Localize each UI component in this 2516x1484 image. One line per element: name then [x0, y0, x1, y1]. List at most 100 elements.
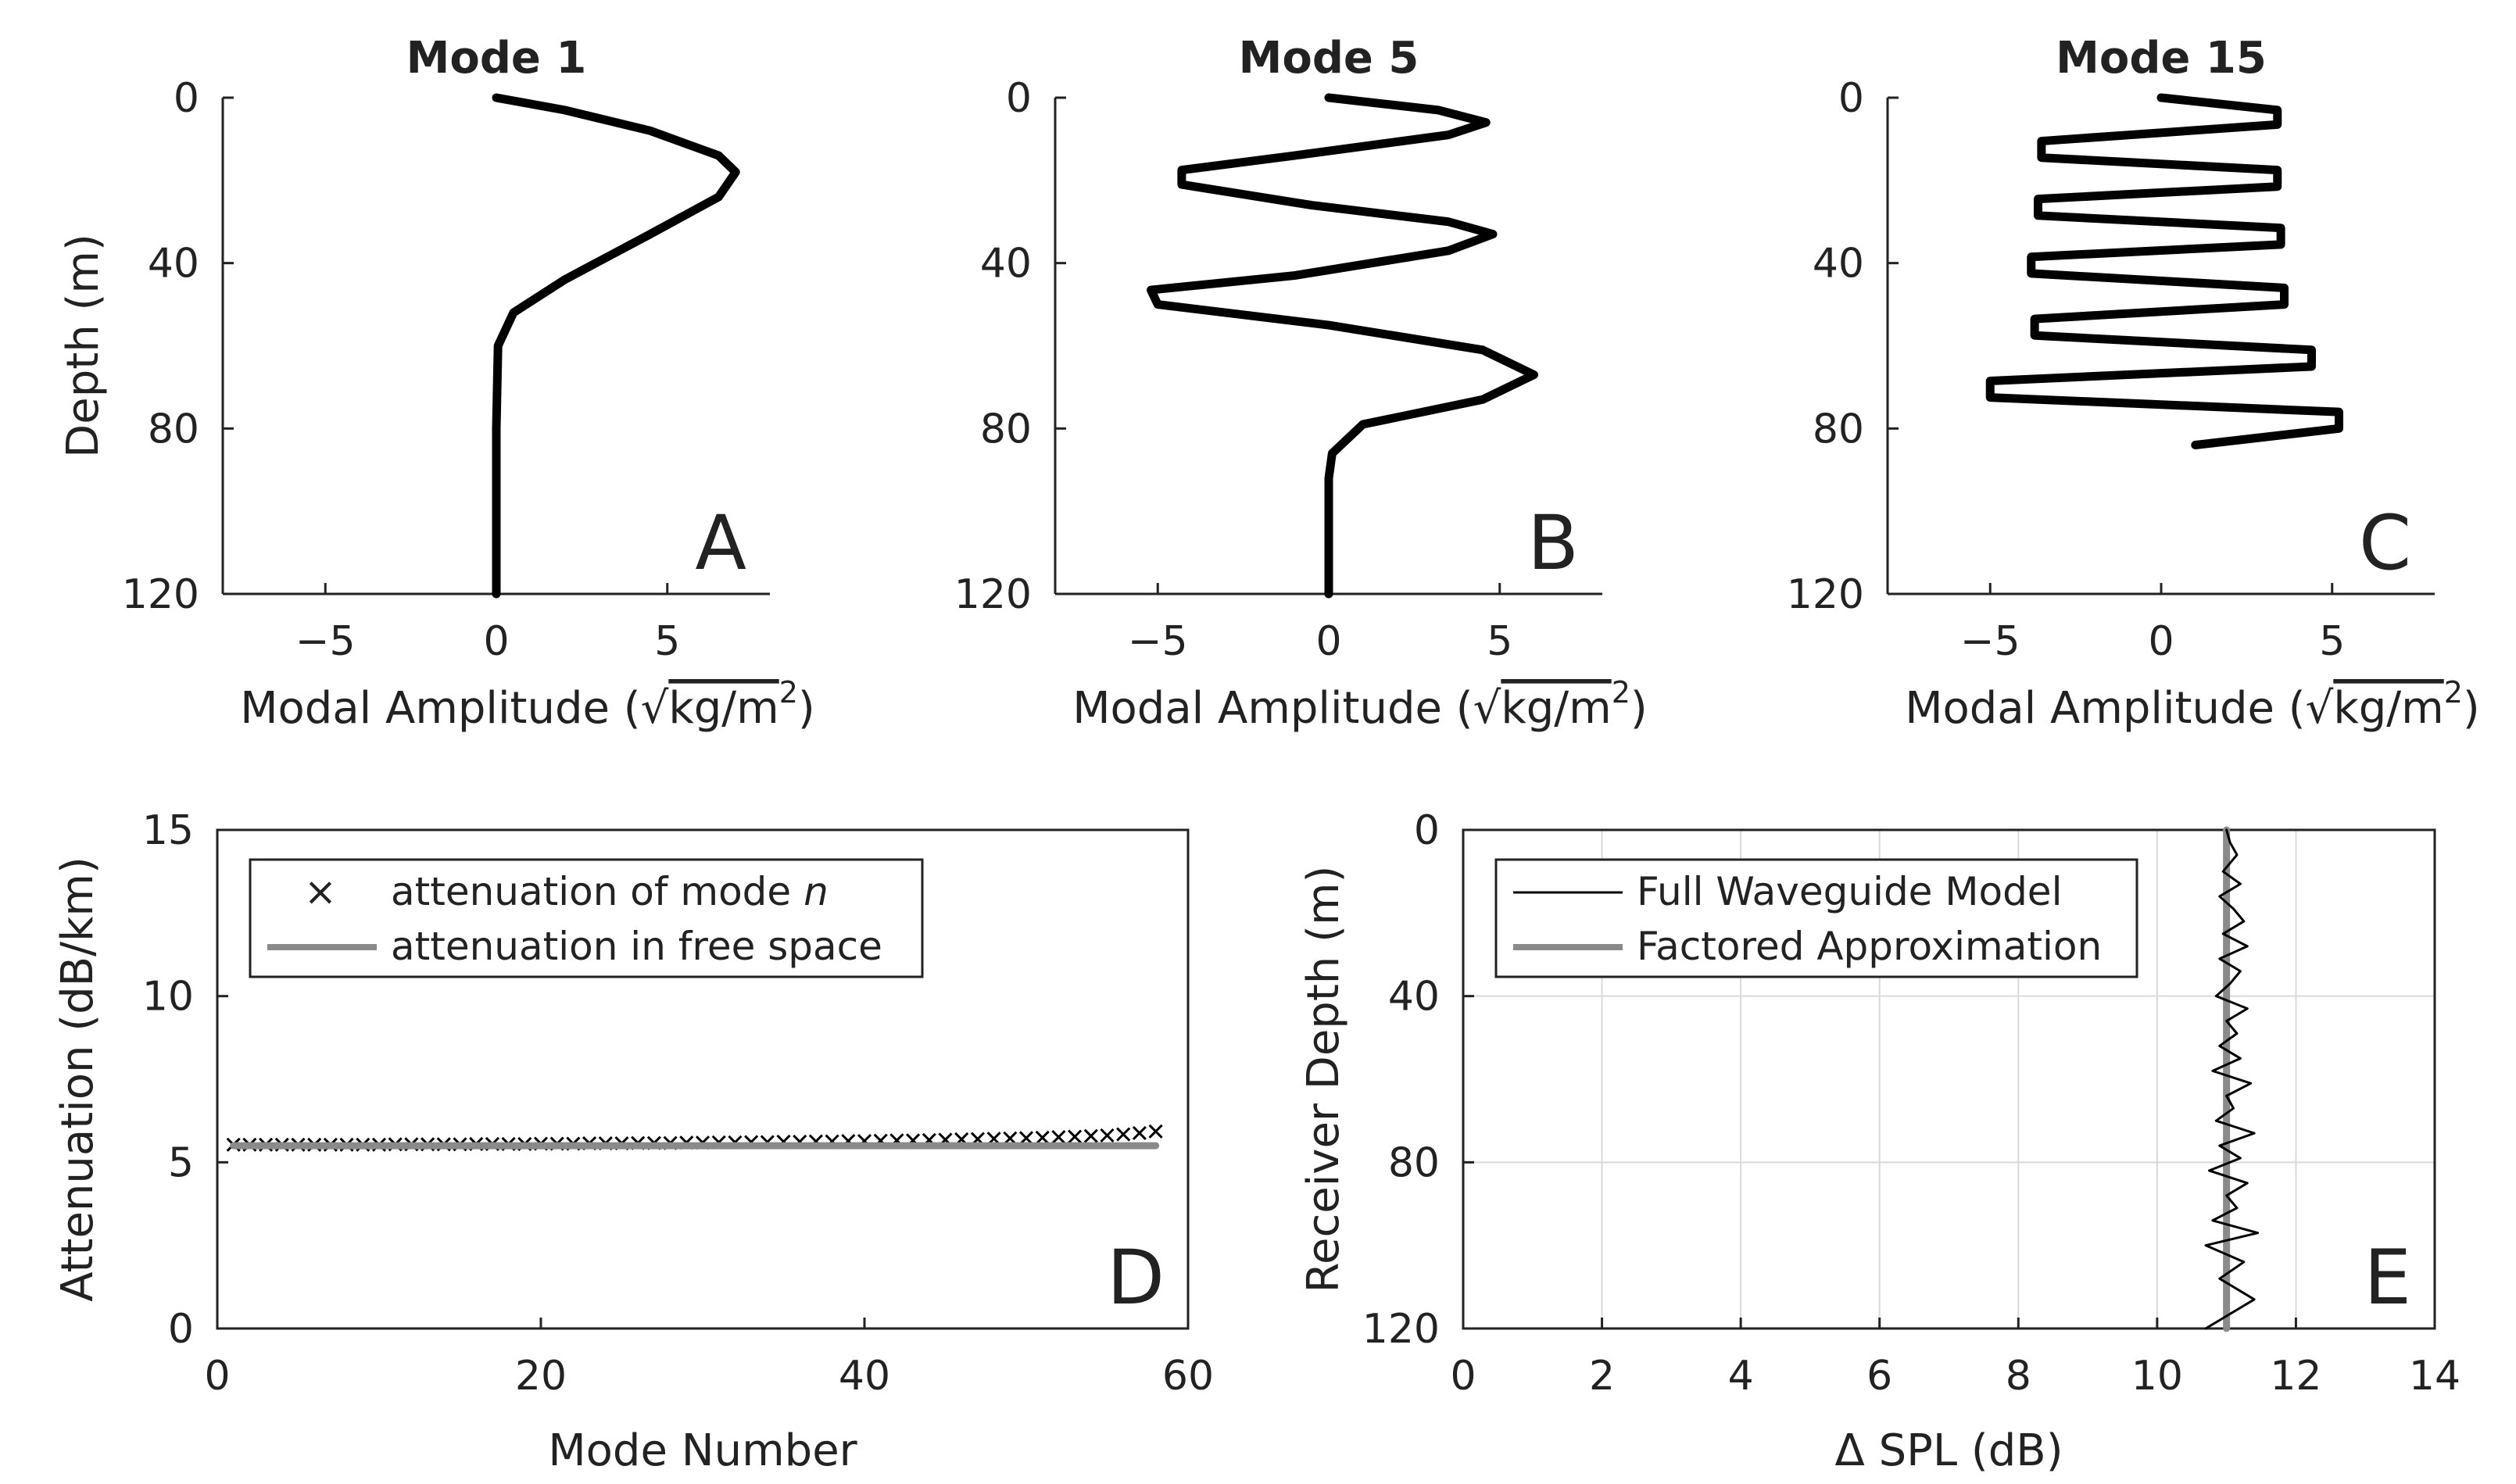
- y-tick-label: 0: [174, 75, 199, 122]
- legend-label: attenuation of mode n: [391, 869, 829, 914]
- x-label-sqrt: √: [1473, 683, 1501, 734]
- x-tick-label: −5: [1128, 618, 1188, 665]
- data-point: [1035, 1130, 1050, 1145]
- legend-label: Factored Approximation: [1637, 924, 2102, 969]
- x-axis-label: Mode Number: [548, 1425, 857, 1476]
- y-tick-label: 10: [142, 974, 194, 1021]
- series-mode-15: [1985, 93, 2343, 449]
- panel-letter: C: [2359, 499, 2411, 587]
- x-axis-label: Modal Amplitude (√kg/m2): [1072, 675, 1648, 734]
- legend-label: attenuation in free space: [391, 924, 882, 969]
- y-tick-label: 15: [142, 807, 194, 854]
- x-tick-label: 2: [1589, 1353, 1615, 1400]
- panel-title: Mode 5: [1239, 33, 1419, 84]
- series-full-waveguide-model: [2204, 828, 2260, 1330]
- x-tick-label: 40: [839, 1353, 890, 1400]
- x-label-main: Modal Amplitude (: [240, 683, 640, 734]
- y-tick-label: 120: [1787, 571, 1864, 618]
- x-label-sup: 2: [2444, 675, 2463, 710]
- y-tick-label: 120: [1362, 1306, 1440, 1353]
- y-tick-label: 5: [168, 1139, 194, 1186]
- legend-box: [249, 858, 924, 978]
- y-tick-label: 40: [980, 241, 1032, 288]
- series-mode-5: [1147, 93, 1538, 599]
- panel-letter: B: [1527, 499, 1579, 587]
- panel-letter: A: [695, 499, 746, 587]
- x-tick-label: 0: [483, 618, 509, 665]
- data-point: [1083, 1128, 1098, 1143]
- panel-d: 0 20 40 60 0 5 10 15 D Mode Number Attenuation (dB…: [52, 807, 1214, 1476]
- y-tick-label: 40: [1388, 974, 1440, 1021]
- panel-b: −5 0 5 0 40 80 120 Mode 5 B Modal Amplitude (√kg/…: [954, 33, 1648, 734]
- legend-label-italic: n: [803, 869, 829, 914]
- data-point: [1100, 1128, 1115, 1143]
- y-tick-label: 80: [980, 406, 1032, 452]
- panel-title: Mode 1: [406, 33, 587, 84]
- legend-label: Full Waveguide Model: [1637, 869, 2062, 914]
- axes-box: [1462, 828, 2436, 1330]
- legend-label-text: Full Waveguide Model: [1637, 869, 2062, 914]
- x-tick-label: 5: [2319, 618, 2345, 665]
- x-tick-label: 0: [1315, 618, 1341, 665]
- x-tick-label: 4: [1728, 1353, 1754, 1400]
- panel-letter: D: [1107, 1234, 1165, 1321]
- x-tick-label: 0: [1450, 1353, 1476, 1400]
- y-tick-label: 120: [954, 571, 1032, 618]
- x-tick-label: 5: [654, 618, 680, 665]
- x-tick-label: 8: [2006, 1353, 2031, 1400]
- x-label-sqrt: √: [2306, 683, 2334, 734]
- x-tick-label: 60: [1162, 1353, 1214, 1400]
- y-tick-label: 120: [122, 571, 199, 618]
- x-label-close: ): [2463, 683, 2480, 734]
- x-label-sup: 2: [779, 675, 798, 710]
- y-tick-label: 0: [1838, 75, 1864, 122]
- x-label-unit: kg/m: [1501, 683, 1611, 734]
- x-label-unit: kg/m: [668, 683, 778, 734]
- x-tick-label: 20: [515, 1353, 567, 1400]
- panel-a: −5 0 5 0 40 80 120 Mode 1 A Modal Amplitude (√kg/…: [58, 33, 815, 734]
- x-tick-label: 10: [2131, 1353, 2183, 1400]
- x-label-sup: 2: [1612, 675, 1630, 710]
- panel-title: Mode 15: [2056, 33, 2267, 84]
- data-point: [1068, 1129, 1083, 1144]
- x-label-main: Modal Amplitude (: [1905, 683, 2305, 734]
- x-axis-label: Modal Amplitude (√kg/m2): [240, 675, 815, 734]
- x-tick-label: 0: [204, 1353, 230, 1400]
- legend-marker-x: ×: [304, 869, 337, 914]
- panel-c: −5 0 5 0 40 80 120 Mode 15 C Modal Amplitude (√kg…: [1787, 33, 2480, 734]
- legend: Full Waveguide Model Factored Approximati…: [1494, 858, 2138, 978]
- x-label-main: Modal Amplitude (: [1072, 683, 1473, 734]
- legend-label-text: Factored Approximation: [1637, 924, 2102, 969]
- x-tick-label: −5: [1960, 618, 2020, 665]
- data-point: [1132, 1125, 1147, 1140]
- y-tick-label: 0: [1006, 75, 1032, 122]
- data-point: [1051, 1129, 1066, 1145]
- x-tick-label: 14: [2409, 1353, 2461, 1400]
- series-mode-1: [492, 93, 740, 599]
- legend-label-text: attenuation in free space: [391, 924, 882, 969]
- y-tick-label: 0: [1414, 807, 1440, 854]
- x-tick-label: 5: [1487, 618, 1512, 665]
- legend-box: [1494, 858, 2138, 978]
- y-axis-label: Attenuation (dB/km): [52, 856, 103, 1302]
- panel-e: 0 2 4 6 8 10 12 14 0 40 80 120 E Δ SPL (dB) Receiver D…: [1298, 807, 2461, 1476]
- x-label-close: ): [1630, 683, 1648, 734]
- panel-letter: E: [2364, 1234, 2411, 1321]
- x-tick-label: 12: [2270, 1353, 2321, 1400]
- y-tick-label: 40: [148, 241, 199, 288]
- x-tick-label: 0: [2148, 618, 2174, 665]
- x-label-sqrt: √: [641, 683, 669, 734]
- x-axis-label: Δ SPL (dB): [1834, 1425, 2063, 1476]
- x-label-unit: kg/m: [2333, 683, 2443, 734]
- y-axis-label: Depth (m): [58, 234, 109, 458]
- axes-box: [216, 828, 1190, 1330]
- x-label-close: ): [798, 683, 815, 734]
- x-tick-label: 6: [1866, 1353, 1892, 1400]
- y-tick-label: 80: [148, 406, 199, 452]
- data-point: [1148, 1124, 1163, 1139]
- x-tick-label: −5: [295, 618, 356, 665]
- y-axis-label: Receiver Depth (m): [1298, 866, 1349, 1293]
- x-axis-label: Modal Amplitude (√kg/m2): [1905, 675, 2480, 734]
- legend: × attenuation of mode n attenuation in fre…: [249, 858, 924, 978]
